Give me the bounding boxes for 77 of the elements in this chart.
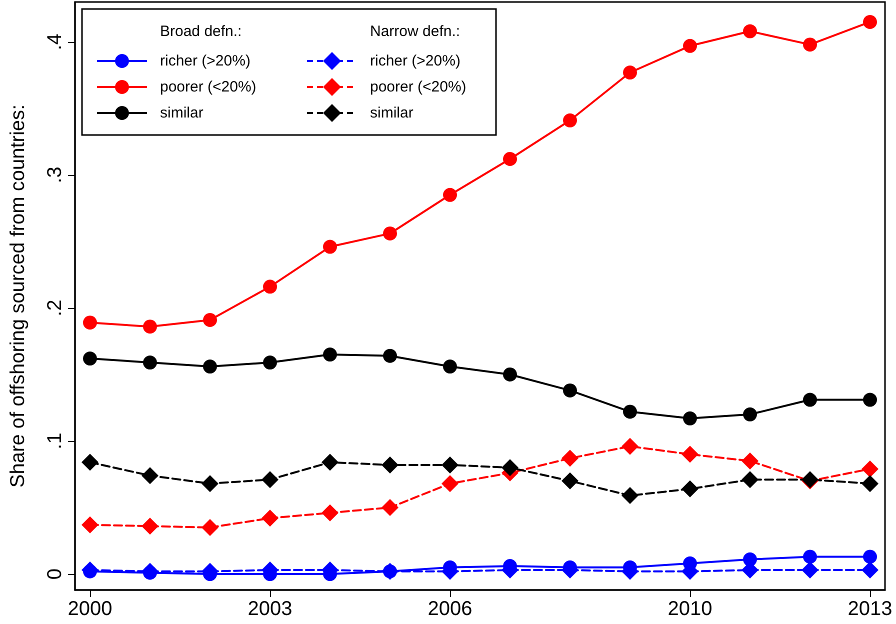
point (203, 312, 217, 327)
point (503, 367, 517, 382)
x-tick-label: 2000 (68, 598, 112, 620)
point (562, 472, 578, 490)
y-tick-label: .1 (44, 432, 66, 450)
point (263, 280, 277, 294)
x-tick-label: 2010 (668, 598, 712, 620)
point (202, 475, 218, 492)
point (442, 475, 458, 492)
point (82, 516, 98, 534)
point (863, 392, 877, 407)
point (383, 348, 397, 363)
point (382, 499, 398, 516)
point (743, 407, 757, 422)
point (322, 454, 338, 471)
annotation: Narrow defn.: (370, 23, 460, 40)
point (683, 38, 697, 53)
point (142, 467, 158, 484)
point (862, 562, 878, 579)
point (742, 452, 758, 470)
point (142, 518, 158, 535)
x-tick-label: 2003 (248, 598, 292, 620)
point (863, 14, 877, 29)
point (442, 456, 458, 474)
point (802, 562, 818, 579)
point (863, 550, 877, 564)
point (803, 392, 817, 407)
point (622, 487, 638, 504)
point (502, 459, 518, 476)
point (382, 456, 398, 474)
point (562, 450, 578, 467)
point (323, 348, 337, 362)
point (143, 356, 157, 370)
point (563, 383, 577, 398)
legend-label: poorer (<20%) (370, 78, 466, 96)
y-axis-title: Share of offshoring sourced from countries: (7, 104, 29, 488)
legend-label: richer (>20%) (160, 52, 250, 70)
point (742, 471, 758, 488)
legend-label: similar (370, 104, 414, 122)
y-tick-label: .3 (44, 166, 66, 184)
legend-label: poorer (<20%) (160, 78, 256, 96)
point (682, 446, 698, 463)
point (683, 411, 697, 426)
point (262, 510, 278, 527)
point (862, 460, 878, 478)
point (623, 404, 637, 419)
x-tick-label: 2013 (848, 598, 892, 620)
point (202, 518, 218, 536)
point (803, 550, 817, 564)
point (443, 188, 457, 202)
point (743, 24, 757, 38)
point (443, 360, 457, 374)
point (862, 475, 878, 492)
annotation: Broad defn.: (160, 23, 242, 40)
point (83, 352, 97, 366)
legend-label: similar (160, 104, 204, 122)
point (142, 562, 158, 580)
point (622, 438, 638, 455)
point (83, 316, 97, 330)
point (263, 356, 277, 370)
point (203, 360, 217, 374)
point (623, 66, 637, 80)
point (82, 454, 98, 471)
point (682, 480, 698, 498)
point (323, 240, 337, 254)
point (803, 38, 817, 52)
point (262, 471, 278, 488)
y-tick-label: 0 (44, 568, 66, 580)
legend-label: richer (>20%) (370, 52, 460, 70)
point (563, 113, 577, 128)
point (143, 320, 157, 334)
x-tick-label: 2006 (428, 598, 472, 620)
y-tick-label: .2 (44, 300, 66, 316)
point (383, 226, 397, 240)
point (322, 504, 338, 522)
point (503, 152, 517, 166)
y-tick-label: .4 (44, 34, 66, 50)
